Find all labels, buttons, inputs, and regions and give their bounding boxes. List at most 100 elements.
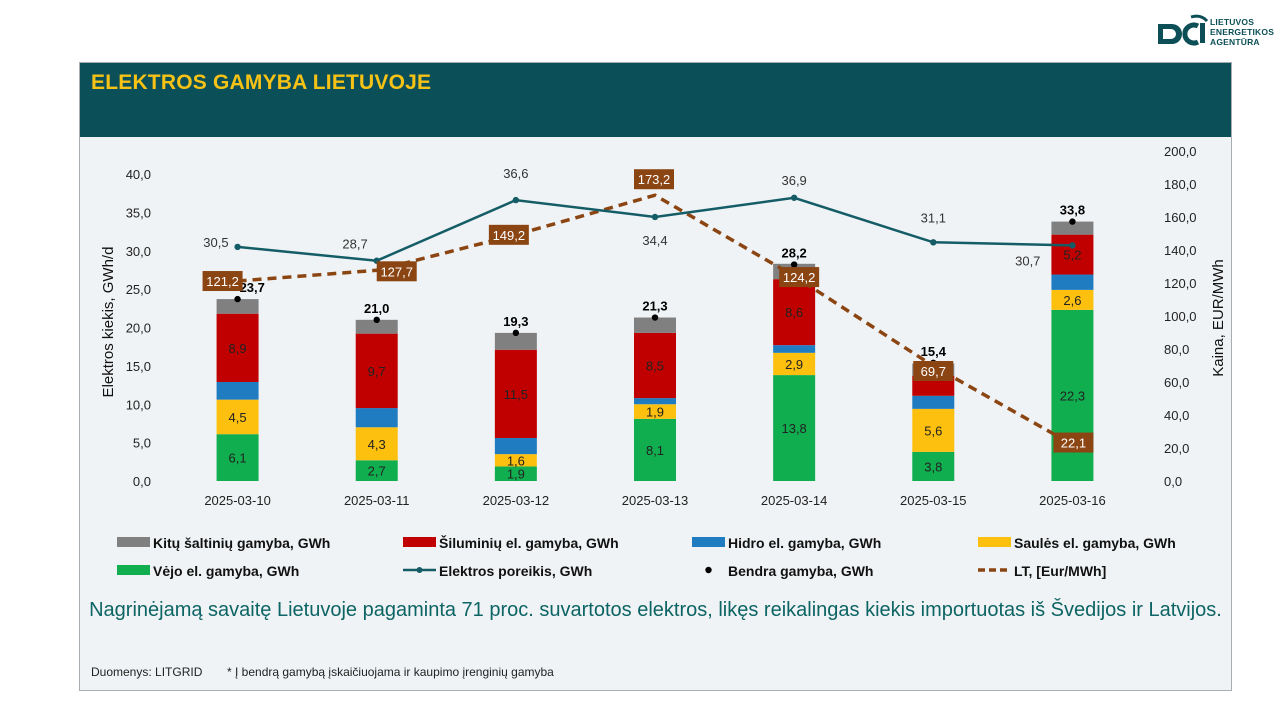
legend-label: Saulės el. gamyba, GWh (1014, 535, 1176, 551)
hydro-bar (773, 345, 816, 353)
solar-bar (773, 352, 816, 376)
x-tick-label: 2025-03-15 (900, 493, 967, 508)
legend-swatch (705, 566, 712, 574)
total-value-label: 15,4 (921, 344, 947, 359)
wind-bar (773, 375, 816, 481)
y-tick-label: 20,0 (126, 321, 151, 336)
total-point (651, 314, 659, 321)
thermal-value-label: 5,2 (1063, 248, 1081, 263)
other-bar (355, 319, 398, 334)
legend-swatch (978, 537, 1011, 547)
y2-tick-label: 180,0 (1164, 177, 1197, 192)
legend-swatch (416, 567, 423, 573)
page-title: ELEKTROS GAMYBA LIETUVOJE (91, 71, 432, 94)
y-tick-label: 0,0 (133, 474, 151, 489)
solar-bar (634, 404, 676, 419)
other-bar (634, 317, 676, 333)
y-tick-label: 5,0 (133, 436, 151, 451)
solar-bar (912, 408, 955, 452)
y-tick-label: 25,0 (126, 282, 151, 297)
wind-value-label: 13,8 (781, 421, 806, 436)
y2-tick-label: 40,0 (1164, 408, 1189, 423)
thermal-bar (216, 313, 259, 382)
wind-bar (912, 451, 955, 481)
total-value-label: 21,0 (364, 301, 389, 316)
legend-swatch (117, 537, 150, 547)
hydro-bar (912, 395, 955, 409)
wind-value-label: 2,7 (368, 464, 386, 479)
price-label-box (634, 169, 674, 190)
thermal-bar (773, 279, 816, 346)
hydro-bar (355, 408, 398, 428)
legend-swatch (117, 565, 150, 575)
y2-tick-label: 100,0 (1164, 309, 1197, 324)
title-banner: ELEKTROS GAMYBA LIETUVOJE (80, 63, 1231, 137)
solar-value-label: 4,5 (229, 410, 247, 425)
demand-value-label: 30,5 (203, 235, 228, 250)
legend-label: Kitų šaltinių gamyba, GWh (153, 535, 330, 551)
y-tick-label: 35,0 (126, 205, 151, 220)
other-bar (216, 299, 259, 314)
price-value-label: 149,2 (493, 228, 526, 243)
logo-line: AGENTŪRA (1210, 37, 1260, 47)
total-point (234, 295, 241, 303)
price-label-box (779, 267, 820, 288)
demand-point (512, 196, 520, 204)
y2-tick-label: 80,0 (1164, 342, 1189, 357)
hydro-bar (494, 438, 537, 455)
thermal-bar (355, 333, 398, 409)
y-tick-label: 10,0 (126, 397, 151, 412)
x-tick-label: 2025-03-13 (622, 493, 689, 508)
y2-tick-label: 60,0 (1164, 375, 1189, 390)
wind-value-label: 8,1 (646, 443, 664, 458)
legend-swatch (692, 537, 725, 547)
solar-bar (494, 454, 537, 467)
total-point (1069, 218, 1076, 225)
thermal-bar (634, 332, 676, 399)
price-value-label: 124,2 (783, 270, 816, 285)
demand-point (234, 243, 241, 251)
energy-production-chart: 0,0 5,0 10,0 15,0 20,0 25,0 30,0 35,0 40,0 0,0 20,… (100, 144, 1227, 579)
logo-line: LIETUVOS (1210, 17, 1255, 27)
price-label-box (1053, 432, 1094, 453)
thermal-value-label: 8,5 (646, 358, 664, 373)
price-value-label: 22,1 (1061, 436, 1086, 451)
thermal-bar (494, 349, 537, 439)
thermal-value-label: 11,5 (504, 387, 528, 402)
y2-tick-label: 0,0 (1164, 474, 1182, 489)
price-value-label: 127,7 (380, 264, 413, 279)
logo-line: ENERGETIKOS (1210, 27, 1275, 37)
data-source: Duomenys: LITGRID (91, 665, 203, 679)
total-value-label: 28,2 (781, 246, 806, 261)
x-tick-label: 2025-03-10 (204, 493, 270, 508)
total-point (512, 329, 520, 337)
price-label-box (488, 224, 529, 245)
x-tick-label: 2025-03-12 (483, 493, 550, 508)
other-bar (494, 332, 537, 350)
solar-value-label: 4,3 (368, 437, 386, 452)
total-value-label: 33,8 (1060, 203, 1085, 218)
wind-bar (355, 460, 398, 481)
y-tick-label: 15,0 (126, 359, 151, 374)
solar-value-label: 2,6 (1063, 293, 1081, 308)
total-value-label: 19,3 (503, 314, 528, 329)
y-axis-label: Elektros kiekis, GWh/d (100, 247, 117, 398)
y2-tick-label: 120,0 (1164, 276, 1197, 291)
demand-point (651, 213, 659, 221)
thermal-value-label: 8,6 (785, 305, 803, 320)
y2-tick-label: 200,0 (1164, 144, 1197, 159)
legend-label: Vėjo el. gamyba, GWh (153, 563, 299, 579)
wind-value-label: 6,1 (229, 451, 247, 466)
other-bar (1051, 221, 1094, 235)
x-tick-label: 2025-03-14 (761, 493, 828, 508)
demand-value-label: 28,7 (342, 237, 367, 252)
wind-value-label: 1,9 (507, 467, 525, 482)
wind-bar (634, 418, 676, 481)
legend-swatch (403, 537, 436, 547)
demand-value-label: 30,7 (1015, 253, 1040, 268)
demand-point (1069, 242, 1076, 249)
wind-value-label: 3,8 (924, 459, 942, 474)
total-value-label: 21,3 (642, 299, 667, 314)
demand-point (790, 194, 798, 201)
solar-value-label: 2,9 (785, 357, 803, 372)
